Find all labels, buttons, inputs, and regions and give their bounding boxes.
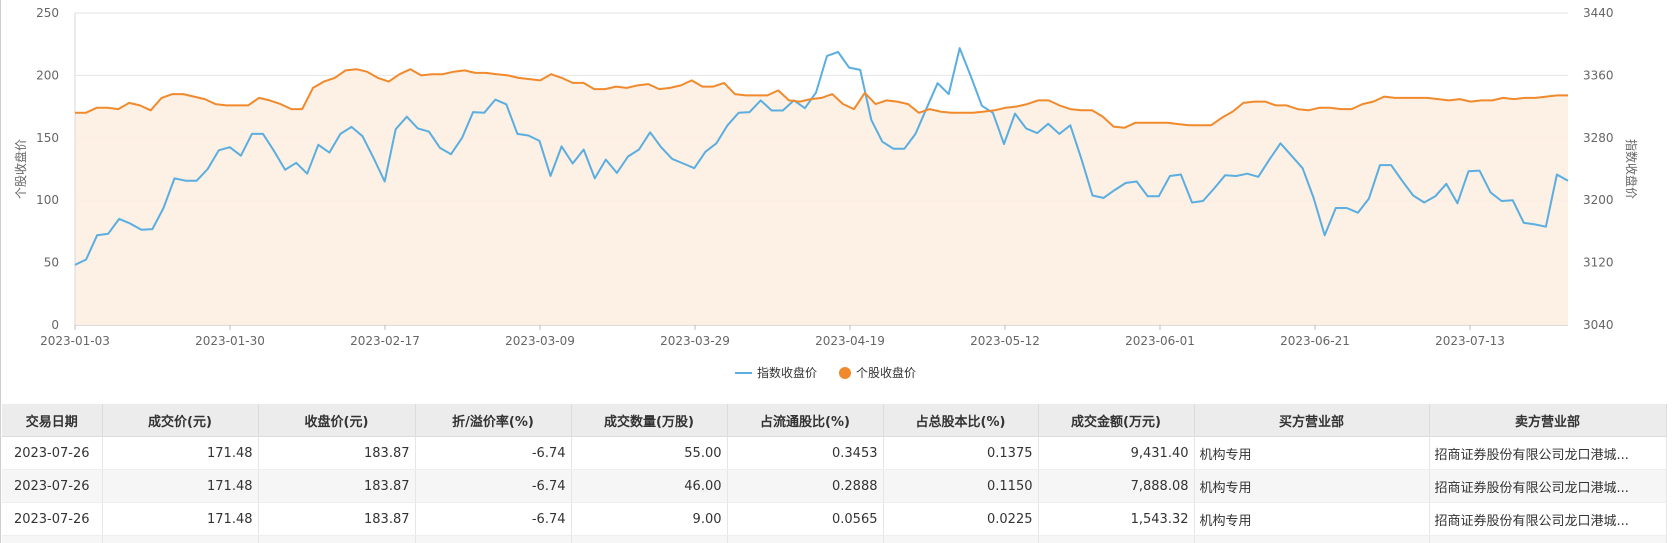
table-cell: 招商证券股份有限公司龙口港城... [1429,469,1667,503]
table-row[interactable]: 2023-07-26 171.48 183.87 -6.74 9.00 0.0565 0.0… [2,502,1667,536]
table-cell: 183.87 [258,436,416,470]
table-cell: 183.87 [258,469,416,503]
table-cell: 0.0565 [727,502,884,536]
legend-item-index: 指数收盘价 [735,365,817,380]
table-cell: 171.48 [102,436,259,470]
chart-legend[interactable]: 指数收盘价 个股收盘价 [735,365,916,380]
table-cell: 9.00 [571,502,728,536]
table-cell: 55.00 [571,436,728,470]
y-right-tick-label: 3440 [1583,6,1614,20]
table-body: 2023-07-26 171.48 183.87 -6.74 55.00 0.3453 0.… [2,436,1667,543]
series-line-index [74,47,1569,266]
chart-area-layer [75,69,1568,325]
table-cell: 机构专用 [1194,436,1430,470]
column-header[interactable]: 占流通股比(%) [727,404,884,437]
x-tick-label: 2023-03-29 [660,334,730,348]
chart-svg: 0 50 100 150 200 250 3040 3120 3200 3280 3360 3440 个… [13,6,1639,380]
table-cell [2,535,103,543]
column-header[interactable]: 卖方营业部 [1429,404,1667,437]
table-cell [571,535,728,543]
table-cell: 2023-07-26 [2,436,103,470]
table-row[interactable]: 2023-07-26 171.48 183.87 -6.74 46.00 0.2888 0.… [2,469,1667,503]
table-cell: -6.74 [415,436,572,470]
table-cell [883,535,1039,543]
column-header[interactable]: 折/溢价率(%) [415,404,572,437]
column-header[interactable]: 成交价(元) [102,404,259,437]
table-cell: 0.0225 [883,502,1039,536]
column-header[interactable]: 买方营业部 [1194,404,1430,437]
x-tick-label: 2023-06-21 [1280,334,1350,348]
y-left-tick-label: 250 [36,6,59,20]
column-header[interactable]: 交易日期 [2,404,103,437]
table-cell: -6.74 [415,469,572,503]
series-line-stock [75,68,1568,129]
table-cell: 9,431.40 [1038,436,1195,470]
table-cell [1038,535,1195,543]
table-cell: 机构专用 [1194,502,1430,536]
table-cell: 招商证券股份有限公司龙口港城... [1429,502,1667,536]
x-tick-label: 2023-04-19 [815,334,885,348]
table-cell: 0.2888 [727,469,884,503]
table-cell [258,535,416,543]
y-right-tick-label: 3360 [1583,68,1614,82]
column-header[interactable]: 收盘价(元) [258,404,416,437]
table-row[interactable]: 机构专用招商证券股份有限公司龙口港城... [2,535,1667,543]
x-tick-label: 2023-05-12 [970,334,1040,348]
x-tick-label: 2023-03-09 [505,334,575,348]
table-cell: 2023-07-26 [2,502,103,536]
y-left-tick-label: 50 [44,256,59,270]
table-cell: 46.00 [571,469,728,503]
table-cell: 0.3453 [727,436,884,470]
column-header[interactable]: 成交数量(万股) [571,404,728,437]
y-right-tick-label: 3200 [1583,193,1614,207]
table-row[interactable]: 2023-07-26 171.48 183.87 -6.74 55.00 0.3453 0.… [2,436,1667,470]
y-right-tick-label: 3040 [1583,318,1614,332]
x-tick-label: 2023-07-13 [1435,334,1505,348]
table-cell [102,535,259,543]
legend-swatch-stock [839,367,851,379]
y-right-tick-label: 3120 [1583,256,1614,270]
table-cell [727,535,884,543]
y-left-axis-title: 个股收盘价 [13,139,28,199]
table-cell: 招商证券股份有限公司龙口港城... [1429,436,1667,470]
x-tick-label: 2023-02-17 [350,334,420,348]
column-header[interactable]: 成交金额(万元) [1038,404,1195,437]
table-cell: -6.74 [415,502,572,536]
column-header[interactable]: 占总股本比(%) [883,404,1039,437]
table-cell: 机构专用 [1194,469,1430,503]
table-cell: 171.48 [102,502,259,536]
y-right-tick-label: 3280 [1583,131,1614,145]
table-cell: 招商证券股份有限公司龙口港城... [1429,535,1667,543]
block-trade-table: 交易日期 成交价(元) 收盘价(元) 折/溢价率(%) 成交数量(万股) 占流通股比(%)… [2,404,1667,543]
y-left-tick-label: 0 [51,318,59,332]
y-right-axis-title: 指数收盘价 [1624,139,1639,199]
chart-axes: 0 50 100 150 200 250 3040 3120 3200 3280 3360 3440 个… [13,6,1639,348]
table-header-row: 交易日期 成交价(元) 收盘价(元) 折/溢价率(%) 成交数量(万股) 占流通股比(%)… [2,404,1667,437]
table-cell: 2023-07-26 [2,469,103,503]
table-cell: 171.48 [102,469,259,503]
x-tick-label: 2023-01-30 [195,334,265,348]
legend-label-index: 指数收盘价 [757,365,817,380]
table-cell: 1,543.32 [1038,502,1195,536]
table-cell: 机构专用 [1194,535,1430,543]
table-cell [415,535,572,543]
block-trade-table-wrap[interactable]: 交易日期 成交价(元) 收盘价(元) 折/溢价率(%) 成交数量(万股) 占流通股比(%)… [2,404,1674,543]
y-left-tick-label: 150 [36,131,59,145]
y-left-tick-label: 100 [36,193,59,207]
table-cell: 0.1375 [883,436,1039,470]
x-tick-label: 2023-01-03 [40,334,110,348]
series-area-stock [75,69,1568,325]
y-left-tick-label: 200 [36,68,59,82]
legend-item-stock: 个股收盘价 [839,365,916,380]
table-cell: 7,888.08 [1038,469,1195,503]
chart-lines [74,47,1569,266]
price-chart: 0 50 100 150 200 250 3040 3120 3200 3280 3360 3440 个… [13,6,1639,380]
table-cell: 0.1150 [883,469,1039,503]
page-left-border [0,0,1,543]
table-cell: 183.87 [258,502,416,536]
legend-label-stock: 个股收盘价 [856,365,916,380]
x-tick-label: 2023-06-01 [1125,334,1195,348]
